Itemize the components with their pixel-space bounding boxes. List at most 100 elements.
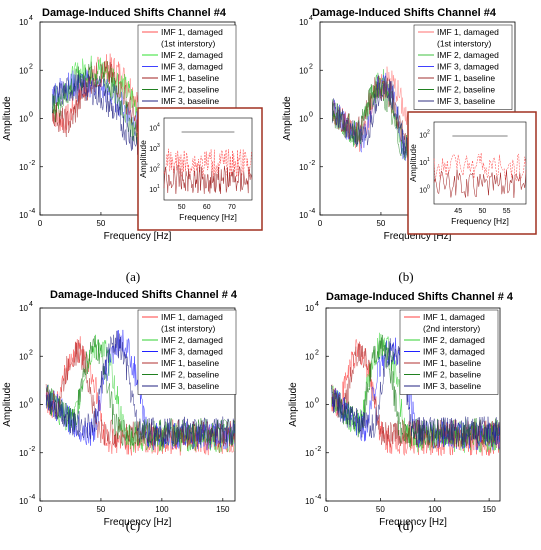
panel-caption: (a) (126, 269, 140, 284)
chart-title: Damage-Induced Shifts Channel #4 (42, 7, 227, 19)
x-tick-label: 100 (155, 505, 169, 514)
legend-entry: IMF 3, baseline (161, 381, 219, 391)
y-tick-label: 10 (19, 115, 28, 124)
legend-box (399, 309, 499, 395)
x-tick-label: 50 (376, 219, 385, 228)
legend-entry: (1st interstory) (437, 39, 491, 49)
legend-entry: IMF 2, baseline (161, 85, 219, 95)
y-tick-label: 10 (299, 163, 308, 172)
inset-y-tick-exponent: 1 (157, 184, 160, 190)
legend-entry: IMF 1, baseline (161, 358, 219, 368)
y-tick-exponent: 0 (309, 112, 313, 119)
legend: IMF 1, damaged (1st interstory)IMF 2, dam… (137, 24, 237, 110)
inset-x-tick-label: 50 (479, 208, 487, 215)
x-tick-label: 0 (38, 219, 43, 228)
y-tick-label: 10 (305, 449, 314, 458)
legend-entry: IMF 2, damaged (437, 50, 499, 60)
y-tick-label: 10 (305, 497, 314, 506)
legend-entry: (1st interstory) (161, 324, 215, 334)
legend: IMF 1, damaged (2nd interstory)IMF 2, dam… (399, 309, 499, 395)
inset-y-tick-label: 10 (149, 125, 157, 132)
y-tick-exponent: -4 (315, 494, 321, 501)
legend-entry: IMF 3, damaged (423, 347, 485, 357)
inset-y-tick-exponent: 4 (157, 122, 160, 128)
legend-entry: IMF 1, damaged (161, 312, 223, 322)
legend-entry: IMF 1, baseline (423, 358, 481, 368)
y-tick-label: 10 (19, 211, 28, 220)
inset-x-tick-label: 60 (203, 204, 211, 211)
y-tick-exponent: 4 (315, 301, 319, 308)
x-tick-label: 0 (38, 505, 43, 514)
y-tick-label: 10 (305, 304, 314, 313)
y-tick-exponent: -4 (29, 208, 35, 215)
y-tick-exponent: -2 (29, 160, 35, 167)
y-tick-exponent: 4 (309, 15, 313, 22)
legend-entry: IMF 3, damaged (161, 347, 223, 357)
inset-x-tick-label: 70 (228, 204, 236, 211)
legend: IMF 1, damaged (1st interstory)IMF 2, dam… (413, 24, 513, 110)
x-tick-label: 100 (428, 505, 442, 514)
legend-entry: IMF 2, baseline (423, 370, 481, 380)
legend-entry: IMF 2, baseline (437, 85, 495, 95)
inset-x-tick-label: 55 (503, 208, 511, 215)
inset-plot-area (163, 117, 253, 201)
inset-y-tick-exponent: 1 (427, 157, 430, 163)
series-line-5 (45, 330, 235, 446)
y-tick-exponent: -2 (315, 446, 321, 453)
inset-series-line (163, 164, 253, 194)
panel-a: 05010015010-410-2100102104Damage-Induced… (2, 7, 263, 284)
series-group (45, 329, 235, 456)
legend-entry: IMF 3, baseline (423, 381, 481, 391)
legend: IMF 1, damaged (1st interstory)IMF 2, dam… (137, 309, 237, 395)
series-line-3 (331, 341, 500, 449)
x-axis-label: Frequency [Hz] (104, 231, 172, 242)
x-tick-label: 150 (482, 505, 496, 514)
y-tick-exponent: 2 (309, 63, 313, 70)
inset-y-tick-label: 10 (149, 146, 157, 153)
inset-y-tick-exponent: 2 (427, 130, 430, 136)
legend-entry: IMF 2, baseline (161, 370, 219, 380)
inset-y-axis-label: Amplitude (408, 144, 418, 182)
x-tick-label: 50 (96, 219, 105, 228)
legend-entry: IMF 1, damaged (437, 27, 499, 37)
y-tick-exponent: -2 (29, 446, 35, 453)
y-tick-exponent: -4 (309, 208, 315, 215)
y-tick-exponent: 0 (315, 398, 319, 405)
legend-entry: IMF 3, baseline (437, 96, 495, 106)
legend-entry: IMF 1, baseline (437, 73, 495, 83)
inset-y-tick-label: 10 (419, 187, 427, 194)
legend-entry: IMF 1, damaged (161, 27, 223, 37)
legend-box (137, 309, 237, 395)
inset-y-tick-label: 10 (419, 133, 427, 140)
legend-entry: IMF 1, damaged (423, 312, 485, 322)
inset-x-axis-label: Frequency [Hz] (451, 216, 509, 226)
x-tick-label: 50 (376, 505, 385, 514)
y-tick-label: 10 (299, 211, 308, 220)
legend-entry: IMF 2, damaged (161, 335, 223, 345)
y-tick-exponent: -4 (29, 494, 35, 501)
y-tick-label: 10 (19, 18, 28, 27)
y-tick-label: 10 (299, 18, 308, 27)
y-tick-label: 10 (305, 352, 314, 361)
legend-box (137, 24, 237, 110)
y-tick-label: 10 (19, 304, 28, 313)
series-group (331, 332, 500, 456)
inset-x-tick-label: 45 (454, 208, 462, 215)
y-tick-exponent: 4 (29, 15, 33, 22)
legend-entry: IMF 3, baseline (161, 96, 219, 106)
legend-entry: IMF 2, damaged (423, 335, 485, 345)
x-axis-label: Frequency [Hz] (104, 517, 172, 528)
y-tick-exponent: 0 (29, 112, 33, 119)
legend-entry: (2nd interstory) (423, 324, 480, 334)
inset-y-tick-exponent: 0 (427, 184, 430, 190)
x-tick-label: 50 (96, 505, 105, 514)
inset-x-tick-label: 50 (178, 204, 186, 211)
y-tick-exponent: 0 (29, 398, 33, 405)
inset-series-line (433, 152, 527, 182)
x-tick-label: 0 (318, 219, 323, 228)
y-tick-label: 10 (19, 66, 28, 75)
panel-caption: (d) (398, 518, 413, 533)
y-tick-exponent: 2 (315, 349, 319, 356)
inset-plot-area (433, 121, 527, 205)
